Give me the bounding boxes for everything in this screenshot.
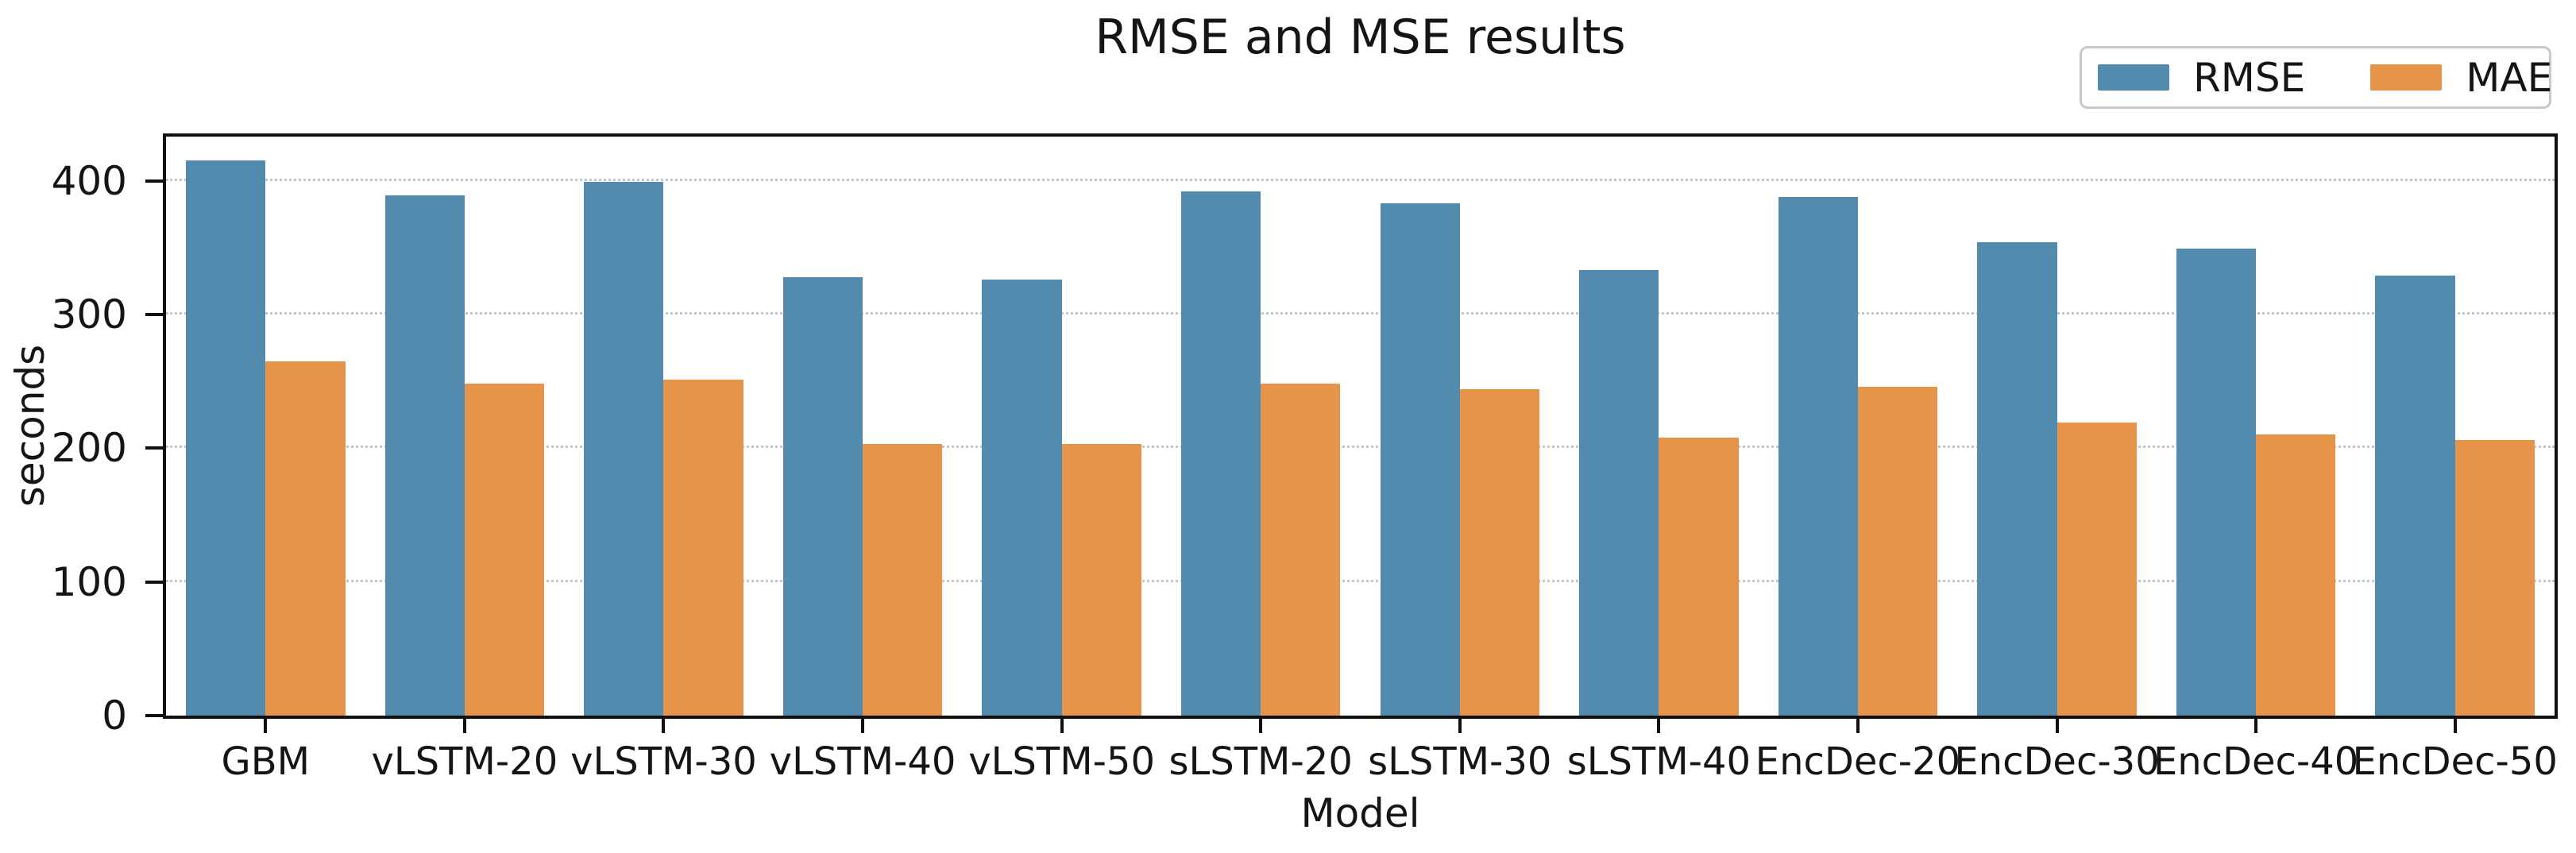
- xtick-mark-slstm-40: [1657, 719, 1661, 733]
- xtick-label-slstm-20: sLSTM-20: [1168, 739, 1353, 784]
- bar-mae-slstm-20: [1261, 384, 1341, 716]
- bar-mae-vlstm-40: [863, 444, 943, 716]
- gridline-100: [166, 579, 2555, 582]
- ytick-mark-300: [145, 312, 163, 316]
- ytick-mark-100: [145, 580, 163, 584]
- bar-rmse-encdec-50: [2375, 276, 2455, 716]
- legend-entry-rmse: RMSE: [2098, 58, 2305, 98]
- bar-rmse-slstm-40: [1579, 270, 1659, 716]
- ytick-label-100: 100: [51, 558, 127, 605]
- xtick-mark-encdec-50: [2453, 719, 2457, 733]
- bar-mae-vlstm-50: [1061, 444, 1141, 716]
- xtick-mark-encdec-30: [2055, 719, 2059, 733]
- bar-mae-vlstm-20: [464, 384, 545, 716]
- xtick-mark-gbm: [264, 719, 268, 733]
- gridline-300: [166, 311, 2555, 315]
- gridline-400: [166, 178, 2555, 181]
- legend-label-mae: MAE: [2466, 54, 2553, 101]
- ytick-label-0: 0: [102, 693, 127, 739]
- xtick-mark-encdec-20: [1856, 719, 1860, 733]
- xtick-label-vlstm-50: vLSTM-50: [968, 739, 1155, 784]
- ytick-label-300: 300: [51, 291, 127, 338]
- xtick-label-slstm-40: sLSTM-40: [1566, 739, 1751, 784]
- xtick-label-encdec-50: EncDec-50: [2352, 739, 2558, 784]
- mae-swatch-icon: [2370, 64, 2443, 91]
- ytick-mark-200: [145, 446, 163, 450]
- bar-rmse-slstm-30: [1380, 203, 1460, 716]
- xtick-mark-encdec-40: [2254, 719, 2258, 733]
- bar-mae-slstm-40: [1659, 437, 1739, 716]
- ytick-mark-0: [145, 714, 163, 717]
- legend-label-rmse: RMSE: [2193, 54, 2306, 101]
- legend: RMSE MAE: [2080, 46, 2552, 109]
- ytick-label-200: 200: [51, 425, 127, 472]
- bar-mae-encdec-50: [2454, 440, 2535, 716]
- legend-entry-mae: MAE: [2370, 58, 2552, 98]
- xtick-mark-vlstm-40: [861, 719, 865, 733]
- xtick-label-encdec-30: EncDec-30: [1954, 739, 2160, 784]
- xtick-label-vlstm-40: vLSTM-40: [769, 739, 956, 784]
- x-axis-label: Model: [1300, 790, 1420, 836]
- xtick-label-gbm: GBM: [221, 739, 311, 784]
- xtick-mark-slstm-20: [1259, 719, 1263, 733]
- gridline-200: [166, 446, 2555, 449]
- bar-rmse-slstm-20: [1180, 191, 1261, 716]
- ytick-mark-400: [145, 179, 163, 183]
- bar-mae-encdec-30: [2057, 423, 2137, 716]
- bar-rmse-vlstm-40: [782, 276, 863, 716]
- xtick-label-encdec-40: EncDec-40: [2153, 739, 2359, 784]
- bar-rmse-encdec-30: [1977, 242, 2057, 716]
- xtick-mark-slstm-30: [1458, 719, 1462, 733]
- chart-title: RMSE and MSE results: [1095, 10, 1626, 65]
- rmse-swatch-icon: [2098, 64, 2169, 91]
- plot-area: [163, 133, 2558, 719]
- bar-mae-encdec-20: [1857, 386, 1938, 716]
- xtick-mark-vlstm-20: [462, 719, 466, 733]
- y-axis-label: seconds: [7, 344, 53, 508]
- bar-rmse-gbm: [186, 160, 266, 716]
- bar-mae-gbm: [265, 361, 346, 716]
- xtick-mark-vlstm-30: [662, 719, 666, 733]
- bar-rmse-vlstm-50: [982, 280, 1062, 716]
- xtick-label-slstm-30: sLSTM-30: [1368, 739, 1552, 784]
- xtick-mark-vlstm-50: [1060, 719, 1064, 733]
- bar-rmse-vlstm-20: [384, 195, 465, 716]
- xtick-label-vlstm-20: vLSTM-20: [371, 739, 558, 784]
- ytick-label-400: 400: [51, 157, 127, 204]
- xtick-label-vlstm-30: vLSTM-30: [570, 739, 757, 784]
- bar-mae-encdec-40: [2256, 434, 2336, 716]
- xtick-label-encdec-20: EncDec-20: [1755, 739, 1961, 784]
- bar-rmse-vlstm-30: [584, 182, 664, 716]
- bar-rmse-encdec-20: [1778, 196, 1858, 716]
- bar-mae-vlstm-30: [663, 380, 743, 716]
- bar-rmse-encdec-40: [2176, 249, 2257, 716]
- bar-mae-slstm-30: [1459, 389, 1539, 716]
